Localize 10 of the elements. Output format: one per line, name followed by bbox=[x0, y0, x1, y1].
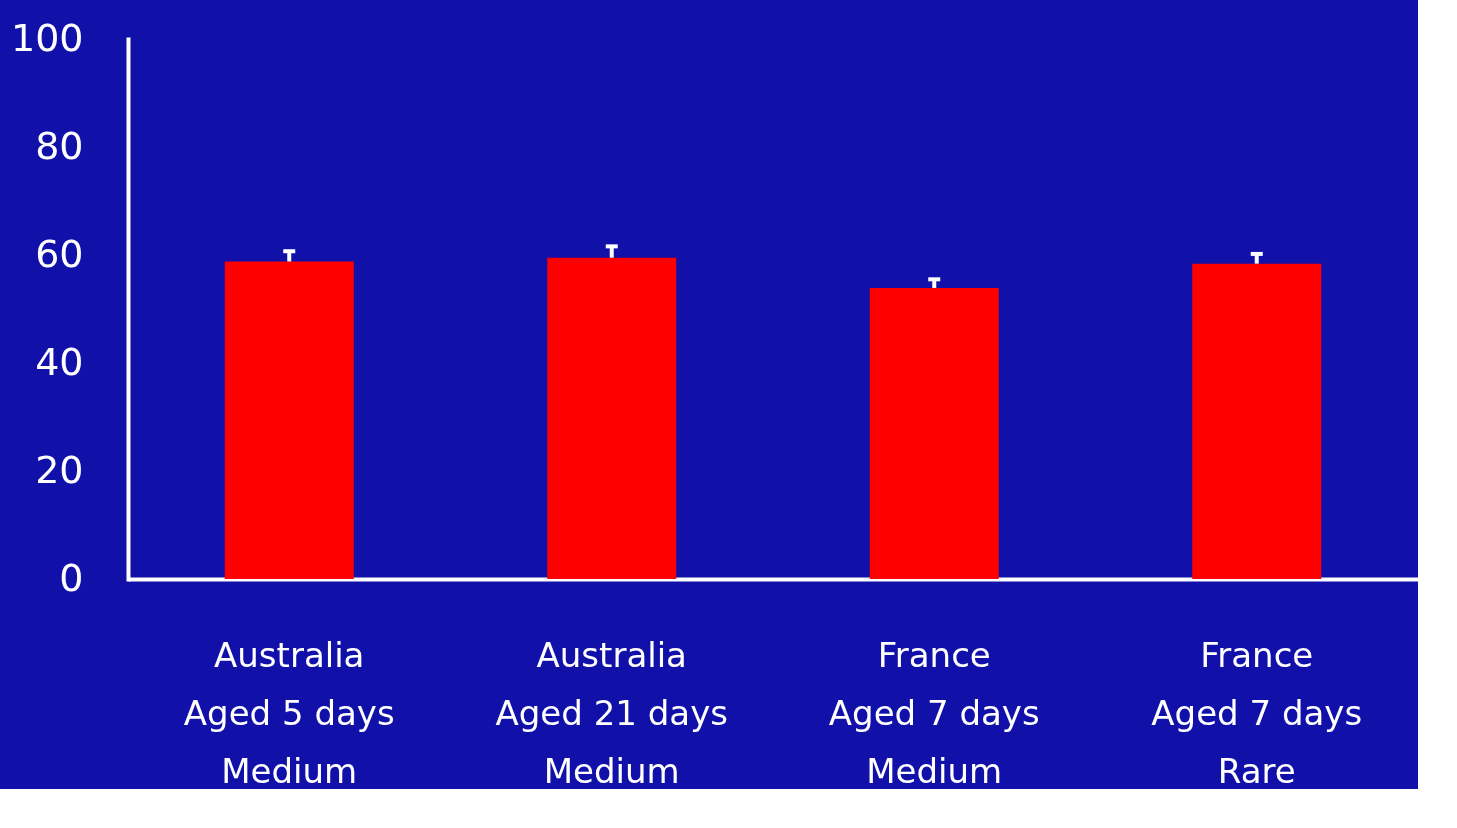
y-tick-label: 80 bbox=[35, 123, 84, 168]
y-tick-label: 0 bbox=[59, 555, 84, 600]
x-tick-label: France Aged 7 days Medium bbox=[828, 634, 1040, 791]
x-tick-label: France Aged 7 days Rare bbox=[1151, 634, 1363, 791]
y-tick-label: 100 bbox=[10, 15, 84, 60]
y-tick-label: 40 bbox=[35, 339, 84, 384]
y-tick-label: 20 bbox=[35, 447, 84, 492]
x-tick-label: Australia Aged 5 days Medium bbox=[183, 634, 395, 791]
y-tick-label: 60 bbox=[35, 231, 84, 276]
x-tick-label: Australia Aged 21 days Medium bbox=[495, 634, 728, 791]
